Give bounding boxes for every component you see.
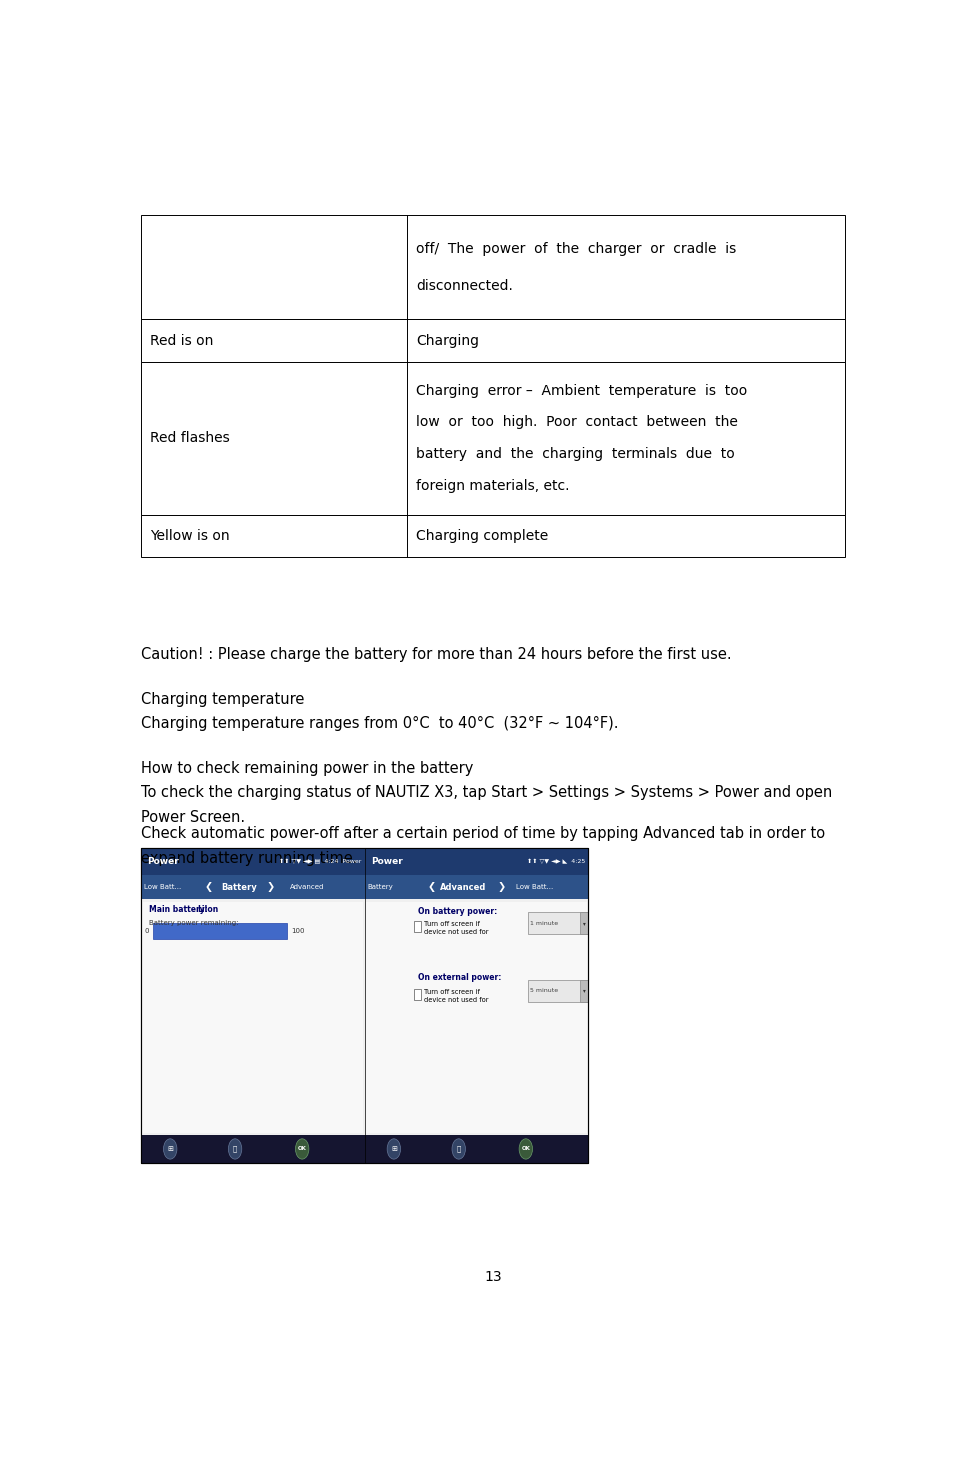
Text: OK: OK [521, 1146, 530, 1151]
Text: ⌸: ⌸ [456, 1145, 460, 1152]
Text: Main battery:: Main battery: [148, 905, 208, 915]
Text: ⬆⬆ ▽▼ ◄▶ ▤  4:24  Power: ⬆⬆ ▽▼ ◄▶ ▤ 4:24 Power [279, 859, 361, 863]
Text: ⬆⬆ ▽▼ ◄▶ ◣  4:25: ⬆⬆ ▽▼ ◄▶ ◣ 4:25 [527, 859, 585, 863]
Text: 0: 0 [145, 928, 149, 934]
Text: How to check remaining power in the battery: How to check remaining power in the batt… [141, 761, 473, 776]
Text: ❮: ❮ [428, 883, 435, 893]
Text: ⊞: ⊞ [167, 1146, 173, 1152]
Circle shape [452, 1139, 465, 1160]
Circle shape [228, 1139, 241, 1160]
Bar [579, 979, 588, 1003]
Bar [141, 847, 588, 1163]
Text: Charging complete: Charging complete [416, 529, 548, 542]
Bar [141, 1135, 364, 1163]
Text: Battery power remaining:: Battery power remaining: [148, 919, 237, 927]
Text: low  or  too  high.  Poor  contact  between  the: low or too high. Poor contact between th… [416, 415, 737, 430]
Text: ▾: ▾ [582, 921, 585, 925]
Text: Power: Power [370, 856, 402, 865]
Text: LiIon: LiIon [197, 905, 218, 915]
Text: On external power:: On external power: [418, 973, 502, 982]
Text: Low Batt...: Low Batt... [516, 884, 553, 890]
Text: Power: Power [147, 856, 179, 865]
Text: Charging: Charging [416, 334, 479, 347]
Text: ⊞: ⊞ [390, 1146, 396, 1152]
Text: Yellow is on: Yellow is on [150, 529, 230, 542]
Bar [141, 216, 844, 320]
Text: device not used for: device not used for [423, 929, 487, 935]
Bar [364, 900, 588, 1135]
Bar [366, 902, 586, 1133]
Bar [141, 320, 844, 362]
Text: Turn off screen if: Turn off screen if [423, 921, 480, 927]
Text: Battery: Battery [367, 884, 393, 890]
Text: ❯: ❯ [266, 883, 275, 893]
Text: Red is on: Red is on [150, 334, 213, 347]
Circle shape [386, 1139, 400, 1160]
Bar [153, 924, 287, 940]
Text: 13: 13 [483, 1271, 502, 1284]
Bar [364, 847, 588, 875]
Text: 1 minute: 1 minute [530, 921, 557, 925]
Text: device not used for: device not used for [423, 997, 487, 1003]
Text: 5 minute: 5 minute [530, 988, 557, 994]
Bar [579, 912, 588, 934]
Circle shape [295, 1139, 308, 1160]
Bar [141, 362, 844, 515]
Text: Advanced: Advanced [289, 884, 324, 890]
Text: 100: 100 [290, 928, 305, 934]
Bar [528, 912, 588, 934]
Text: foreign materials, etc.: foreign materials, etc. [416, 479, 569, 493]
Text: ▾: ▾ [582, 988, 585, 994]
Text: Charging temperature ranges from 0°C  to 40°C  (32°F ~ 104°F).: Charging temperature ranges from 0°C to … [141, 715, 618, 730]
Text: Charging temperature: Charging temperature [141, 692, 305, 707]
Bar [364, 1135, 588, 1163]
Text: battery  and  the  charging  terminals  due  to: battery and the charging terminals due t… [416, 447, 734, 462]
Text: Low Batt...: Low Batt... [144, 884, 182, 890]
Text: To check the charging status of NAUTIZ X3, tap Start > Settings > Systems > Powe: To check the charging status of NAUTIZ X… [141, 786, 831, 800]
Circle shape [519, 1139, 532, 1160]
Bar [142, 902, 363, 1133]
Text: Power Screen.: Power Screen. [141, 811, 245, 825]
Bar [141, 875, 364, 900]
Text: ❮: ❮ [204, 883, 212, 893]
Text: Caution! : Please charge the battery for more than 24 hours before the first use: Caution! : Please charge the battery for… [141, 647, 731, 661]
Bar [141, 900, 364, 1135]
Text: ⌸: ⌸ [233, 1145, 237, 1152]
Text: Battery: Battery [221, 883, 258, 891]
Bar [141, 515, 844, 557]
Bar [528, 979, 588, 1003]
Text: Charging  error –  Ambient  temperature  is  too: Charging error – Ambient temperature is … [416, 384, 747, 397]
Text: Check automatic power-off after a certain period of time by tapping Advanced tab: Check automatic power-off after a certai… [141, 827, 825, 841]
Circle shape [163, 1139, 177, 1160]
Bar [141, 847, 364, 875]
Text: OK: OK [297, 1146, 307, 1151]
Bar [413, 988, 421, 1000]
Bar [141, 847, 588, 1163]
Text: Turn off screen if: Turn off screen if [423, 988, 480, 994]
Text: Advanced: Advanced [439, 883, 486, 891]
Bar [364, 875, 588, 900]
Bar [413, 921, 421, 932]
Text: Red flashes: Red flashes [150, 431, 230, 446]
Text: off/  The  power  of  the  charger  or  cradle  is: off/ The power of the charger or cradle … [416, 242, 736, 255]
Text: On battery power:: On battery power: [418, 907, 497, 916]
Text: ❯: ❯ [497, 883, 505, 893]
Text: expand battery running time.: expand battery running time. [141, 850, 357, 866]
Text: disconnected.: disconnected. [416, 279, 512, 293]
